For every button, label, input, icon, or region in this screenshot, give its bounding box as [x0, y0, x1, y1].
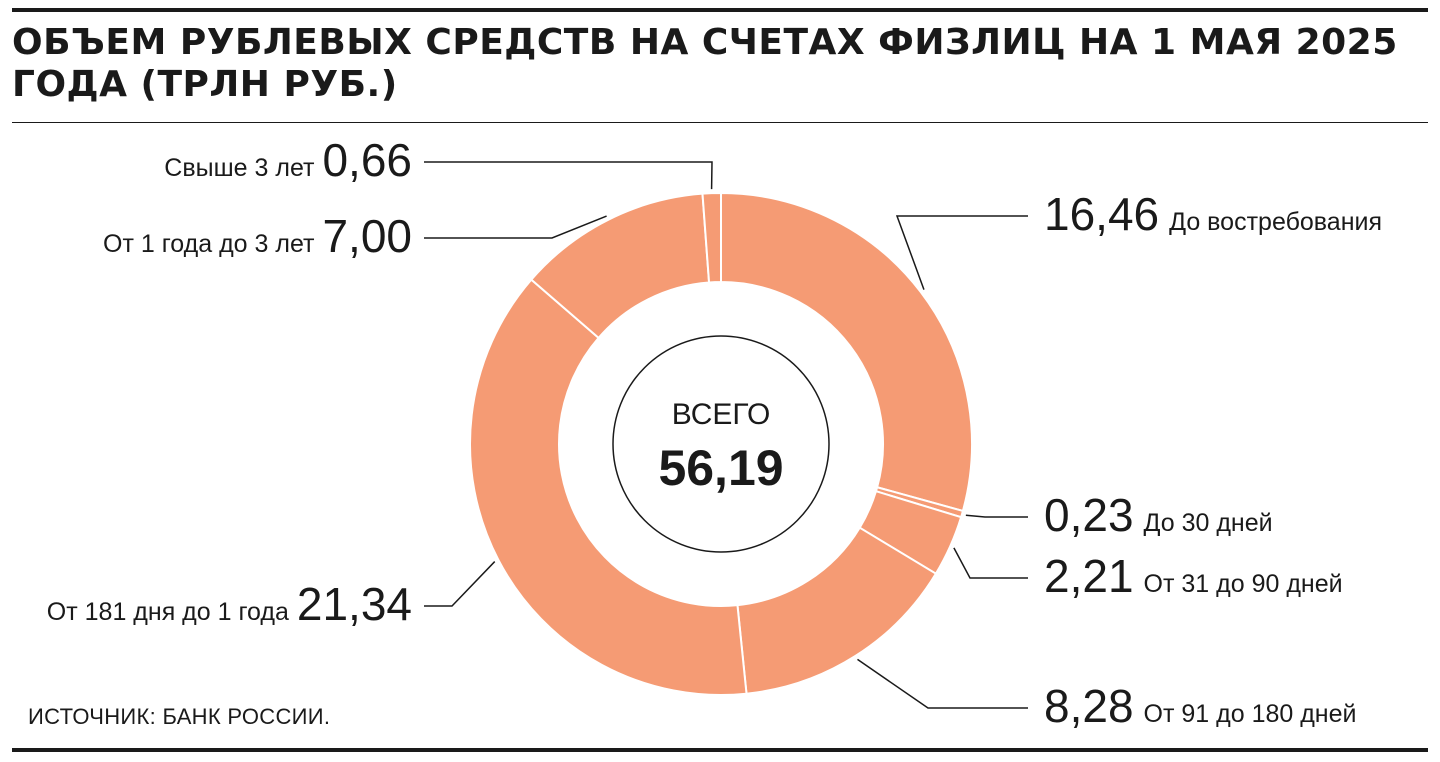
center-total: 56,19	[658, 440, 783, 496]
slice-labels: 16,46 До востребования 0,23 До 30 дней 2,21 О…	[47, 134, 1382, 732]
slice-label-2: 0,23 До 30 дней	[1044, 489, 1273, 541]
slice-value-1: 16,46	[1044, 188, 1159, 240]
slice-value-3: 2,21	[1044, 550, 1134, 602]
donut-slices	[469, 191, 973, 696]
slice-value-7: 0,66	[322, 134, 412, 186]
center-circle	[612, 335, 830, 553]
slice-label-5: От 181 дня до 1 года 21,34	[47, 578, 412, 630]
slice-name-2: До 30 дней	[1144, 509, 1273, 537]
slice-5	[469, 278, 748, 696]
leader-line-1	[895, 215, 1028, 290]
slice-name-1: До востребования	[1169, 208, 1382, 236]
chart-title: ОБЪЕМ РУБЛЕВЫХ СРЕДСТВ НА СЧЕТАХ ФИЗЛИЦ …	[12, 22, 1398, 105]
slice-value-2: 0,23	[1044, 489, 1134, 541]
leader-lines	[424, 161, 1028, 709]
slice-label-6: От 1 года до 3 лет 7,00	[103, 210, 412, 262]
top-rule	[12, 8, 1428, 12]
source-note: ИСТОЧНИК: БАНК РОССИИ.	[28, 704, 331, 729]
slice-name-5: От 181 дня до 1 года	[47, 598, 289, 626]
slice-label-4: 8,28 От 91 до 180 дней	[1044, 680, 1356, 732]
leader-line-4	[857, 658, 1028, 709]
slice-name-6: От 1 года до 3 лет	[103, 230, 315, 258]
slice-label-1: 16,46 До востребования	[1044, 188, 1382, 240]
slice-name-7: Свыше 3 лет	[164, 154, 315, 182]
center-caption: ВСЕГО	[672, 398, 771, 431]
slice-7	[701, 191, 722, 284]
title-divider	[12, 122, 1428, 123]
leader-line-3	[953, 547, 1028, 579]
slice-name-4: От 91 до 180 дней	[1144, 700, 1357, 728]
slice-name-3: От 31 до 90 дней	[1144, 570, 1343, 598]
leader-line-2	[965, 514, 1028, 518]
bottom-rule	[12, 748, 1428, 752]
leader-line-7	[424, 161, 713, 190]
slice-value-4: 8,28	[1044, 680, 1134, 732]
slice-value-5: 21,34	[297, 578, 412, 630]
leader-line-5	[424, 561, 496, 607]
slice-value-6: 7,00	[322, 210, 412, 262]
leader-line-6	[424, 215, 607, 239]
slice-label-7: Свыше 3 лет 0,66	[164, 134, 412, 186]
slice-1	[720, 191, 973, 513]
slice-label-3: 2,21 От 31 до 90 дней	[1044, 550, 1343, 602]
